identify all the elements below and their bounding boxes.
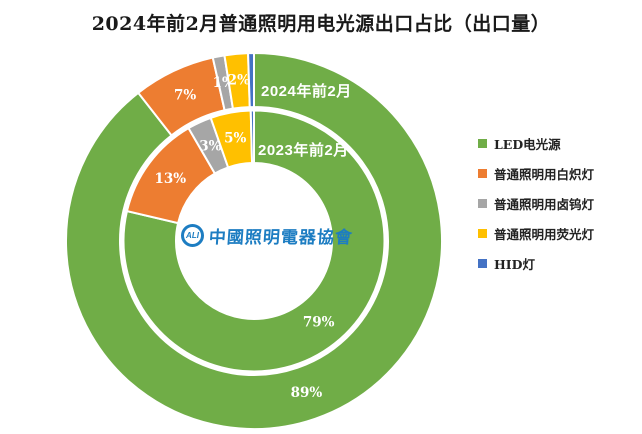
data-label-2024-led: 89% (291, 385, 323, 401)
slice-2023-hid (249, 109, 255, 165)
cali-logo-letters: ALI (186, 231, 199, 240)
legend-label: 普通照明用荧光灯 (494, 226, 595, 242)
legend-swatch-fluorescent (478, 228, 487, 238)
slice-2024-led (64, 51, 443, 430)
ring-label-2024: 2024年前2月 (261, 83, 352, 100)
legend-item-hid: HID灯 (478, 248, 594, 278)
legend-label: 普通照明用白炽灯 (494, 166, 595, 182)
slice-2023-led (122, 109, 386, 373)
legend-item-led: LED电光源 (478, 128, 594, 158)
legend-swatch-incandescent (478, 168, 487, 178)
data-label-2023-led: 79% (303, 315, 335, 331)
legend-item-halogen-tungsten: 普通照明用卤钨灯 (478, 188, 594, 218)
legend-item-incandescent: 普通照明用白炽灯 (478, 158, 594, 188)
legend-swatch-hid (478, 258, 487, 268)
legend: LED电光源 普通照明用白炽灯 普通照明用卤钨灯 普通照明用荧光灯 HID灯 (478, 128, 594, 278)
legend-item-fluorescent: 普通照明用荧光灯 (478, 218, 594, 248)
legend-swatch-halogen-tungsten (478, 198, 487, 208)
slice-2024-hid (247, 51, 255, 109)
cali-logo-icon: ALI (181, 224, 204, 247)
watermark: ALI 中國照明電器協會 (181, 223, 354, 248)
legend-label: 普通照明用卤钨灯 (494, 196, 595, 212)
data-label-2023-halogen-tungsten: 3% (199, 138, 221, 154)
data-label-2024-incandescent: 7% (174, 88, 196, 104)
data-label-2023-incandescent: 13% (154, 171, 186, 187)
chart-title: 2024年前2月普通照明用电光源出口占比（出口量） (91, 13, 551, 35)
ring-label-2023: 2023年前2月 (258, 142, 349, 159)
legend-label: HID灯 (494, 256, 535, 272)
data-label-2024-fluorescent: 2% (228, 73, 250, 89)
data-label-2023-fluorescent: 5% (224, 131, 246, 147)
legend-label: LED电光源 (494, 136, 561, 152)
legend-swatch-led (478, 138, 487, 148)
watermark-text: 中國照明電器協會 (208, 228, 354, 248)
